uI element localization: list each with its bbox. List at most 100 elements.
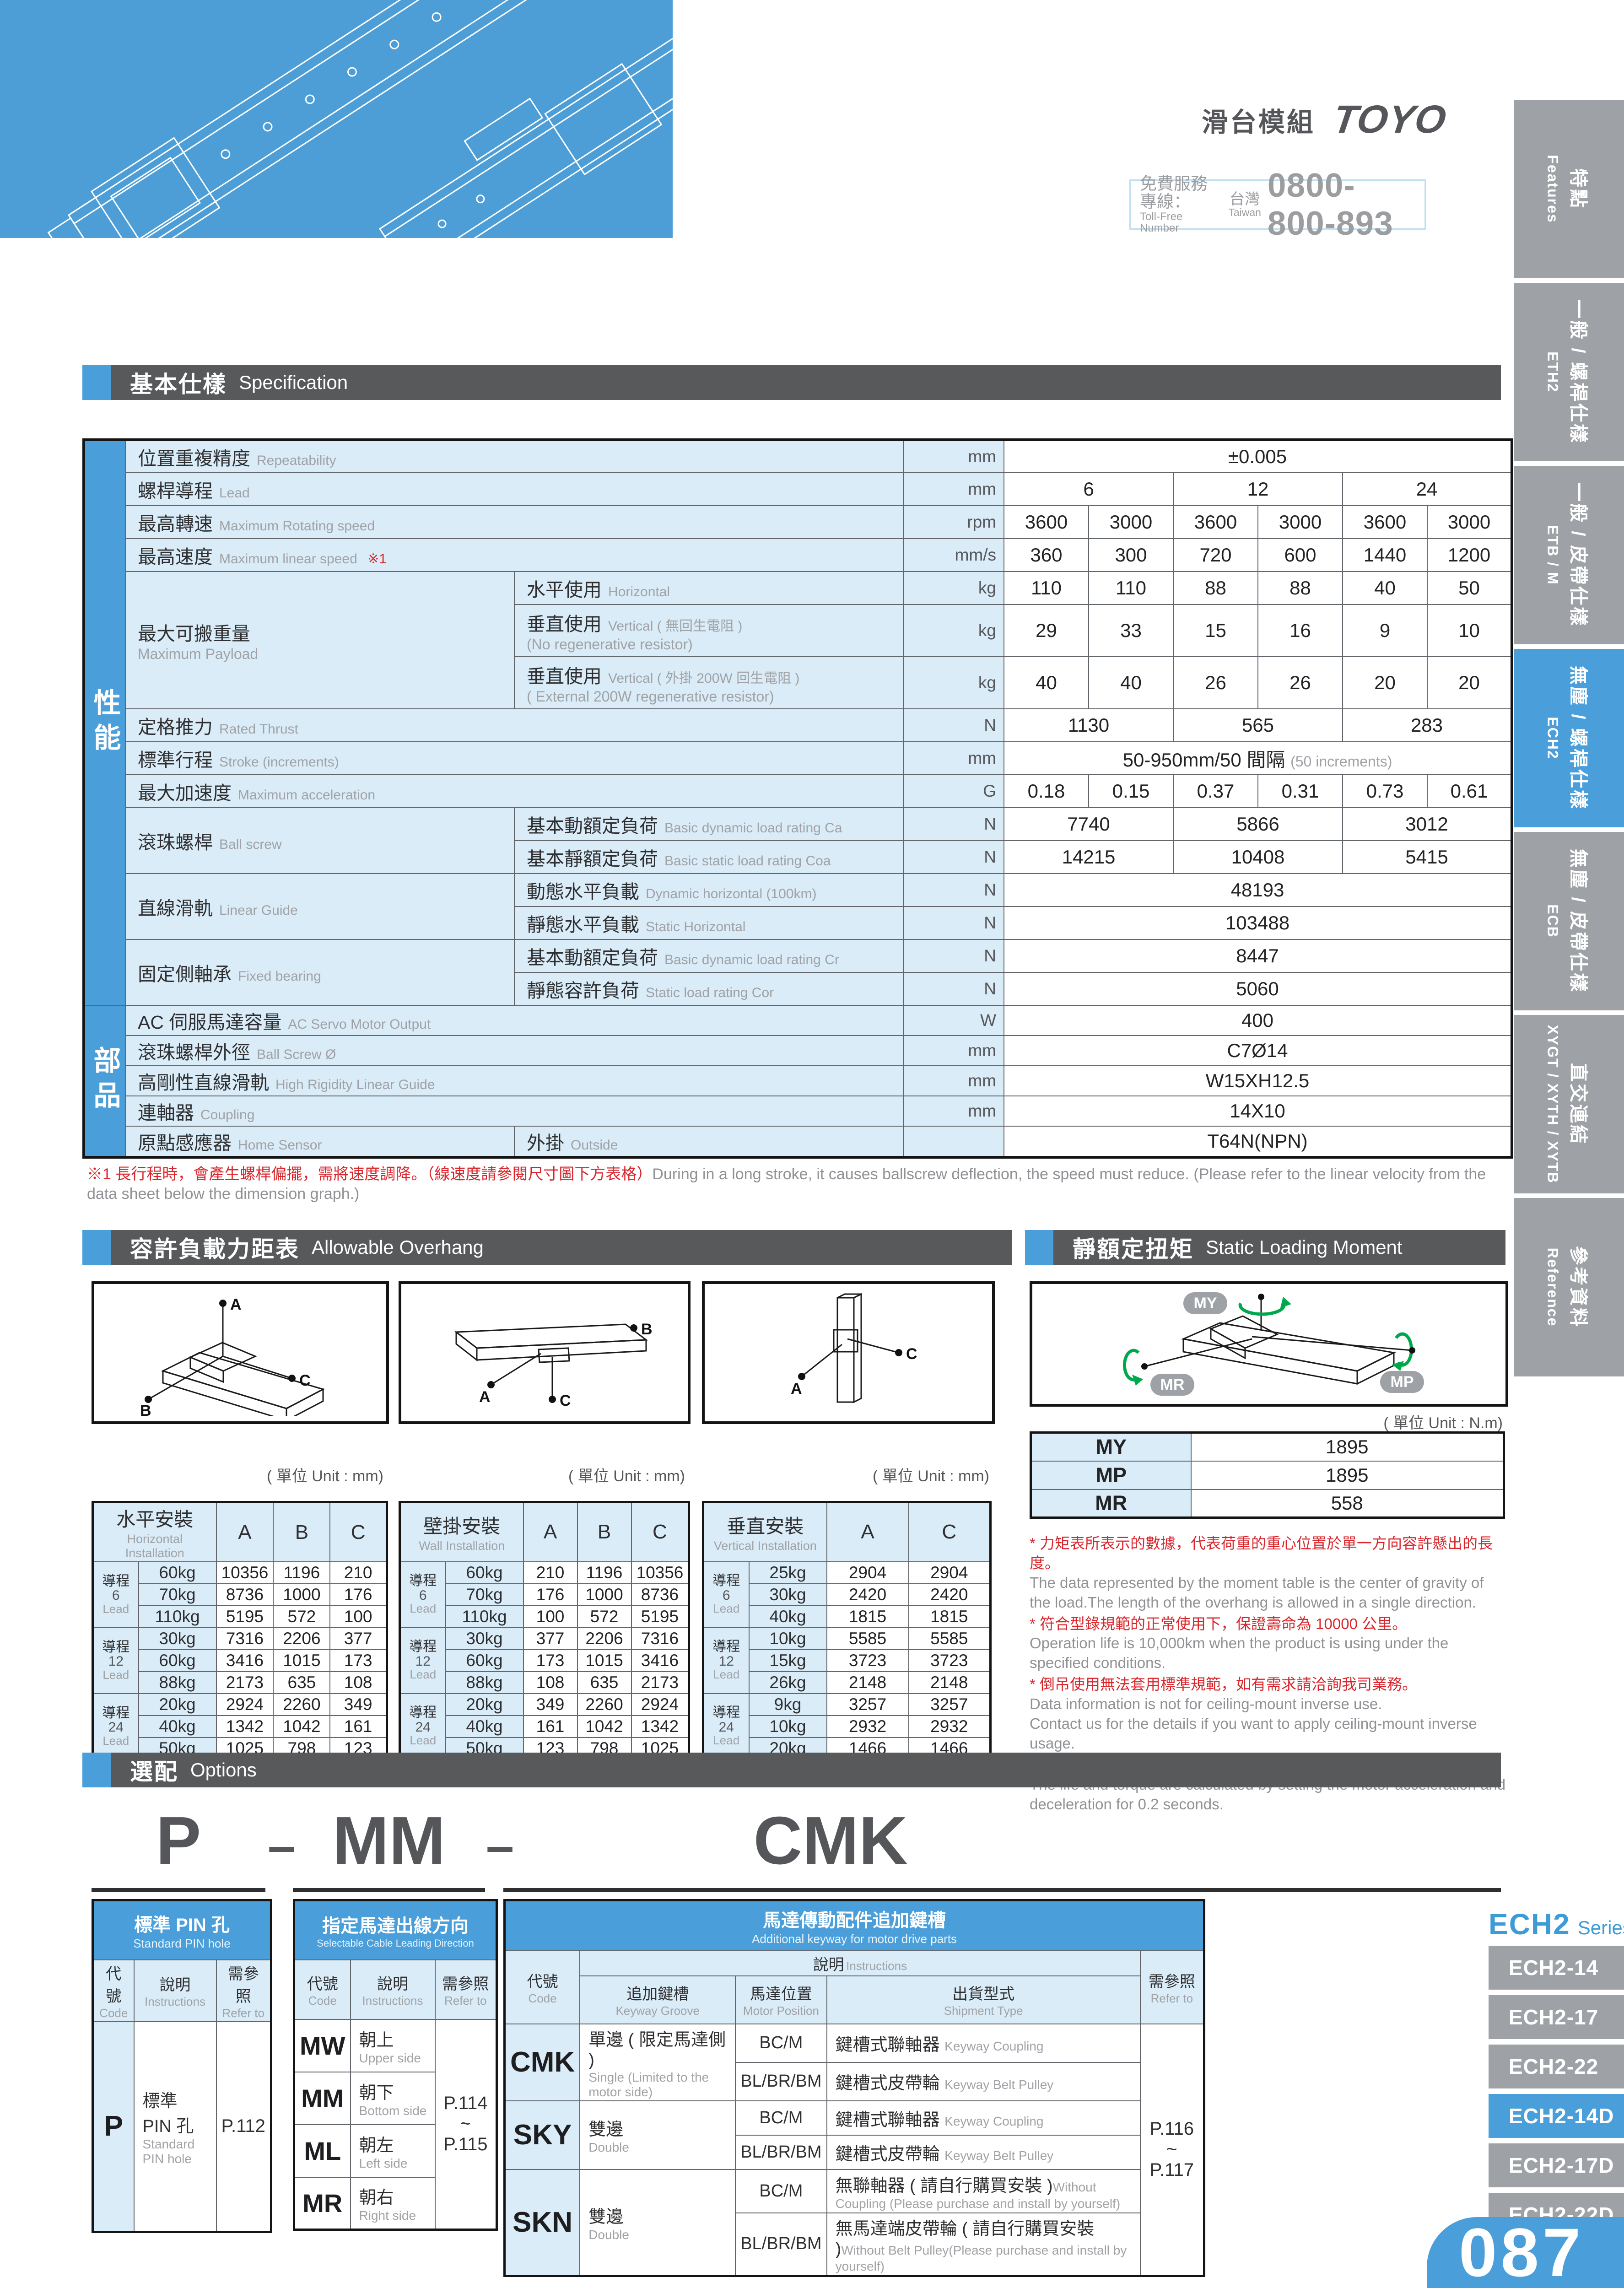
spec-sublabel: 垂直使用 Vertical ( 無回生電阻 ) (No regenerative r… (514, 604, 904, 657)
sidebar-tab-ecb[interactable]: 無塵 / 皮帶仕樣 ECB (1514, 832, 1624, 1010)
spec-sublabel: 基本動額定負荷 Basic dynamic load rating Ca (514, 807, 904, 841)
lead-en: Lead (103, 1667, 129, 1682)
val: 1342 (631, 1715, 690, 1738)
val: 5195 (216, 1605, 274, 1628)
val: 2206 (273, 1627, 331, 1650)
title-en: Vertical Installation (713, 1539, 817, 1553)
moment-axis: MY (1030, 1432, 1192, 1462)
label-en: Basic dynamic load rating Ca (664, 820, 842, 836)
vertical-installation-table: 垂直安裝 Vertical Installation A C 導程 6 Lead 25kg 2… (702, 1501, 992, 1761)
option-desc: 朝下 Bottom side (350, 2071, 436, 2125)
title-en: Standard PIN hole (133, 1936, 231, 1950)
lead-num: 6 (112, 1588, 120, 1603)
val: 108 (329, 1671, 388, 1694)
sidebar-tab-ech2[interactable]: 無塵 / 螺桿仕樣 ECH2 (1514, 649, 1624, 827)
spec-value: 0.15 (1088, 774, 1174, 808)
axis-label-c: C (299, 1372, 311, 1389)
section-title-zh: 基本仕樣 (130, 372, 227, 397)
val: 3257 (908, 1693, 991, 1716)
ship-zh: 無聯軸器 ( 請自行購買安裝 ) (835, 2176, 1053, 2196)
val: 2173 (631, 1671, 690, 1694)
val: 1815 (826, 1605, 909, 1628)
col-a: A (216, 1501, 274, 1562)
ship-en: Keyway Belt Pulley (944, 2148, 1054, 2163)
note-zh: * 符合型錄規範的正常使用下，保證壽命為 10000 公里。 (1030, 1615, 1408, 1632)
h-en: Instructions (145, 1995, 205, 2008)
spec-label: 原點感應器 Home Sensor (125, 1126, 515, 1158)
spec-value: 1200 (1427, 538, 1512, 572)
val: 572 (577, 1605, 632, 1628)
weight: 40kg (445, 1715, 524, 1738)
table-title: 水平安裝 Horizontal Installation (92, 1501, 217, 1562)
unit: mm (903, 1035, 1004, 1066)
unit: rpm (903, 505, 1004, 539)
moment-label-mr: MR (1160, 1376, 1185, 1393)
wall-overhang-diagram: B A C (454, 1321, 653, 1409)
axis-label-b: B (641, 1321, 653, 1338)
h-en: Code (308, 1993, 337, 2007)
spec-label: 固定側軸承 Fixed bearing (125, 939, 515, 1006)
spec-label: 最大加速度 Maximum acceleration (125, 774, 904, 808)
title-en: Wall Installation (419, 1539, 505, 1553)
spec-label: 標準行程 Stroke (increments) (125, 741, 904, 775)
unit: kg (903, 571, 1004, 605)
region-en: Taiwan (1228, 206, 1261, 219)
title-zh: 水平安裝 (116, 1509, 194, 1530)
sidebar-tab-xygt-xyth-xytb[interactable]: 直交連結 XYGT / XYTH / XYTB (1514, 1015, 1624, 1193)
section-header-moment: 靜額定扭矩 Static Loading Moment (1025, 1230, 1505, 1265)
lead-en: Lead (410, 1602, 437, 1616)
page-number-badge: 087 (1427, 2214, 1624, 2288)
val: 1042 (577, 1715, 632, 1738)
title-en: Selectable Cable Leading Direction (317, 1937, 474, 1949)
unit: mm (903, 741, 1004, 775)
lead-group-24: 導程 24 Lead (92, 1693, 139, 1761)
spec-value: 283 (1342, 708, 1512, 742)
h-en: Code (99, 2006, 128, 2020)
col-a: A (826, 1501, 909, 1562)
spec-value: 5060 (1004, 972, 1512, 1006)
h-zh: 出貨型式 (952, 1986, 1015, 2003)
spec-value: 14X10 (1004, 1095, 1512, 1127)
ship-en: Without Coupling (Please purchase and in… (835, 2180, 1121, 2211)
label-en: Home Sensor (238, 1138, 322, 1153)
series-item-ech2-17d[interactable]: ECH2-17D (1489, 2143, 1624, 2187)
note-zh: * 倒吊使用無法套用標準規範，如有需求請洽詢我司業務。 (1030, 1676, 1418, 1693)
tollfree-label-en: Toll-Free Number (1140, 210, 1183, 234)
sidebar-tab-features[interactable]: 特點 Features (1514, 100, 1624, 278)
val: 173 (329, 1649, 388, 1672)
series-item-ech2-14[interactable]: ECH2-14 (1489, 1946, 1624, 1990)
moment-value: 1895 (1190, 1460, 1505, 1490)
weight: 70kg (445, 1583, 524, 1606)
label-zh: 最大可搬重量 (138, 623, 250, 644)
series-item-ech2-14d[interactable]: ECH2-14D (1489, 2094, 1624, 2138)
spec-value: 0.37 (1173, 774, 1258, 808)
label-en: High Rigidity Linear Guide (275, 1077, 435, 1092)
spec-value: ±0.005 (1004, 439, 1512, 473)
label-zh: 最高轉速 (138, 513, 213, 534)
tab-label-zh: 特點 (1568, 168, 1589, 210)
val: 377 (523, 1627, 578, 1650)
spec-value: 360 (1004, 538, 1089, 572)
motor-position: BC/M (735, 2169, 827, 2213)
wall-installation-table: 壁掛安裝 Wall Installation A B C 導程 6 Lead 60kg 210 1… (399, 1501, 691, 1761)
sidebar-tab-etb-m[interactable]: 一般 / 皮帶仕樣 ETB / M (1514, 466, 1624, 644)
lead-num: 12 (718, 1653, 734, 1669)
sidebar-tab-eth2[interactable]: 一般 / 螺桿仕樣 ETH2 (1514, 283, 1624, 461)
series-item-ech2-22[interactable]: ECH2-22 (1489, 2045, 1624, 2088)
series-item-ech2-17[interactable]: ECH2-17 (1489, 1995, 1624, 2039)
performance-band: 性能 (83, 439, 126, 1006)
desc-en: Double (588, 2140, 629, 2154)
label-zh: 靜態水平負載 (527, 914, 639, 935)
sidebar-tab-reference[interactable]: 參考資料 Reference (1514, 1198, 1624, 1376)
shipment-type: 鍵槽式皮帶輪 Keyway Belt Pulley (826, 2061, 1141, 2101)
option-code: MM (293, 2071, 351, 2125)
spec-value: 5415 (1342, 840, 1512, 874)
val: 161 (523, 1715, 578, 1738)
spec-sublabel: 垂直使用 Vertical ( 外掛 200W 回生電阻 ) ( External … (514, 656, 904, 709)
section-title-en: Specification (239, 372, 348, 393)
val: 635 (273, 1671, 331, 1694)
val: 2904 (908, 1561, 991, 1584)
moment-axis: MR (1030, 1489, 1192, 1518)
val: 3257 (826, 1693, 909, 1716)
